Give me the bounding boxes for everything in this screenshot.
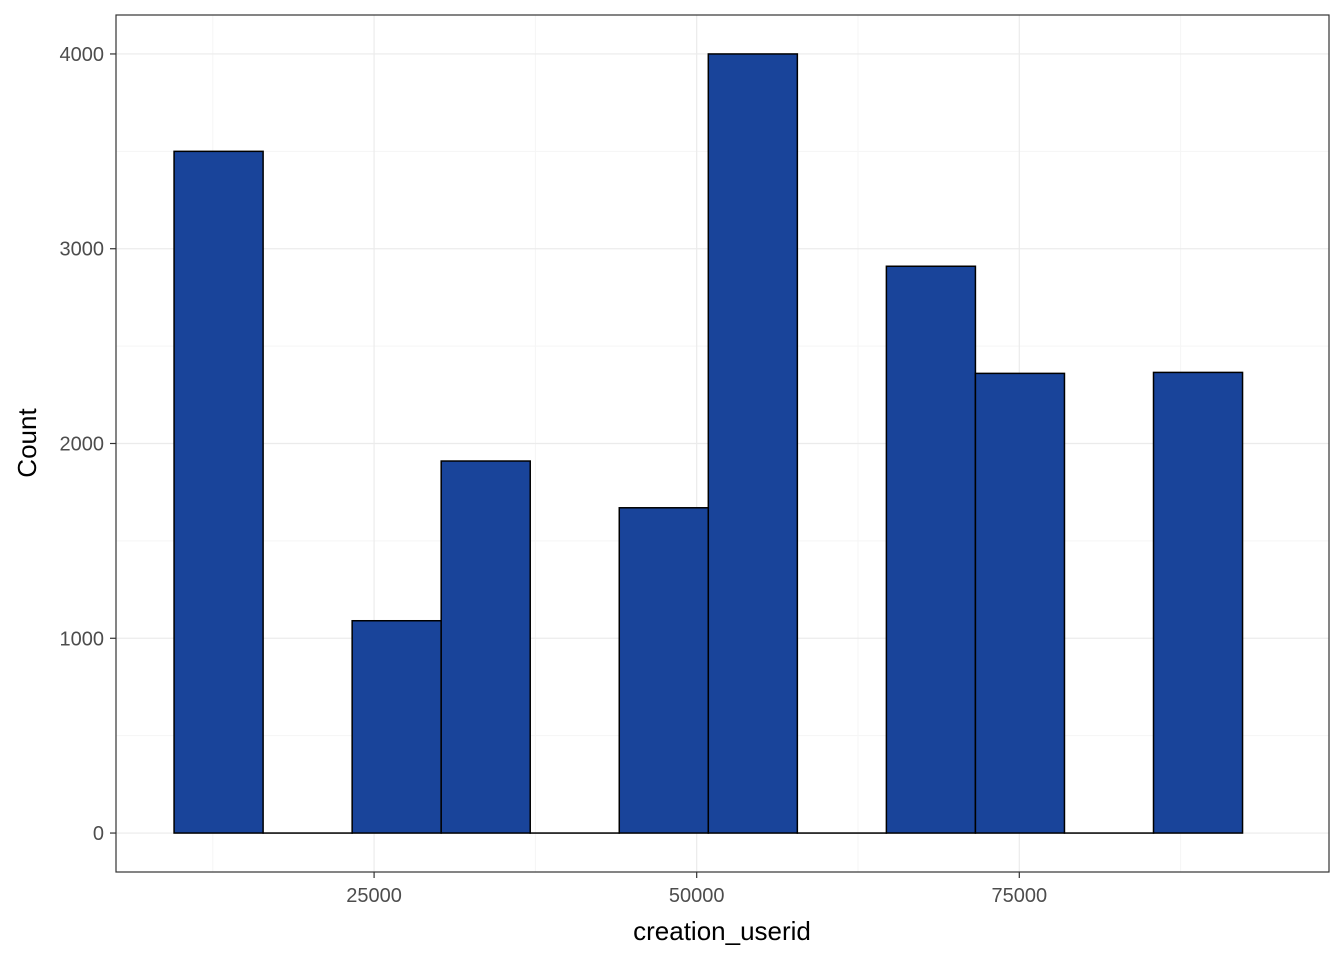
y-tick-label: 0 [93,823,104,845]
histogram-bar-8 [885,265,977,834]
y-axis-title: Count [12,408,42,478]
x-tick-label: 75000 [991,885,1047,907]
histogram-bar-9 [974,372,1066,834]
histogram-bar-6 [707,53,799,834]
histogram-bar-11 [1152,371,1244,834]
y-tick-label: 2000 [60,434,105,456]
histogram-bar-3 [440,460,531,834]
x-axis-ticks: 25000 50000 75000 [346,872,1047,907]
x-tick-label: 25000 [346,885,402,907]
histogram-bars [173,53,1244,834]
y-axis-ticks: 0 1000 2000 3000 4000 [60,44,116,845]
x-axis-title: creation_userid [633,916,811,946]
y-tick-label: 1000 [60,628,105,650]
histogram-bar-5 [618,507,710,834]
x-tick-label: 50000 [669,885,725,907]
y-tick-label: 4000 [60,44,105,66]
y-tick-label: 3000 [60,239,105,261]
histogram-bar-2 [351,619,442,834]
histogram-bar-0 [173,150,264,834]
